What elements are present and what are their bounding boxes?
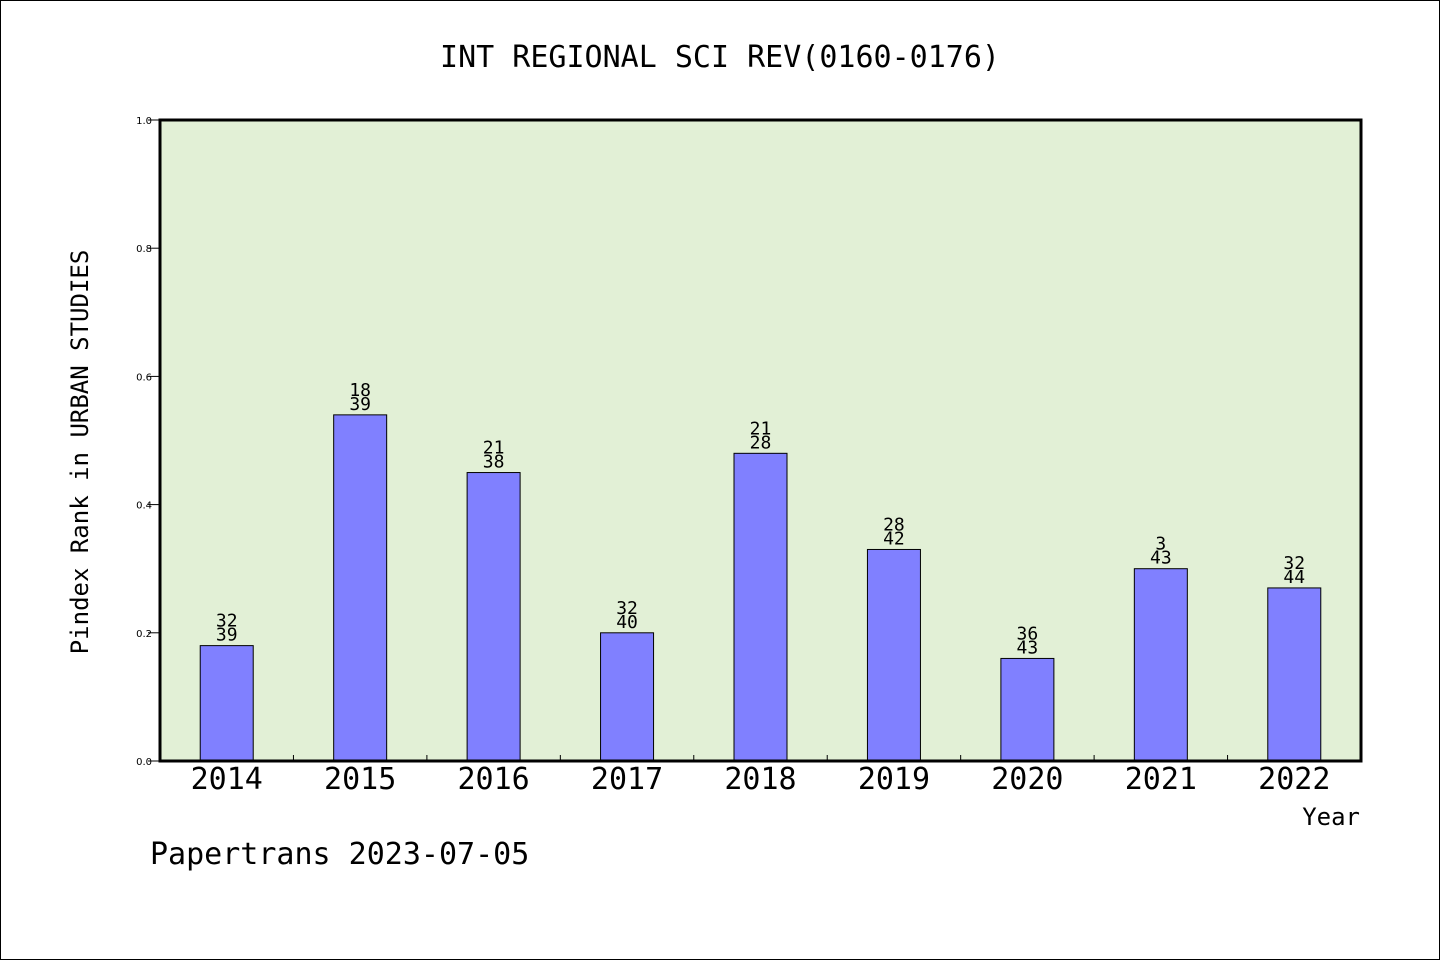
bar-2014 bbox=[199, 645, 254, 762]
bar-rank-label: 21 bbox=[483, 438, 505, 459]
bar-2020 bbox=[1000, 657, 1055, 762]
x-tick-label: 2015 bbox=[324, 762, 396, 797]
bar-2016 bbox=[466, 472, 521, 762]
plot-border bbox=[158, 118, 1363, 763]
bar-total-label: 44 bbox=[1283, 567, 1305, 588]
y-tick-label: 1.0 bbox=[136, 116, 152, 127]
bar-total-label: 39 bbox=[216, 625, 238, 646]
x-tick-label: 2014 bbox=[191, 762, 263, 797]
x-tick-label: 2021 bbox=[1125, 762, 1197, 797]
bar-total-label: 38 bbox=[483, 452, 505, 473]
x-axis-label: Year bbox=[1302, 803, 1360, 831]
y-axis-label: Pindex Rank in URBAN STUDIES bbox=[66, 250, 94, 655]
x-tick-label: 2020 bbox=[991, 762, 1063, 797]
y-tick-label: 0.8 bbox=[136, 244, 152, 255]
bars-layer bbox=[199, 414, 1322, 762]
x-axis: 2014 2015 2016 2017 2018 2019 2020 2021 2022 bbox=[191, 755, 1330, 797]
y-axis: 0.0 0.2 0.4 0.6 0.8 1.0 bbox=[136, 116, 160, 768]
bar-rank-label: 36 bbox=[1017, 623, 1039, 644]
bar-total-label: 43 bbox=[1017, 637, 1039, 658]
bar-rank-label: 32 bbox=[1283, 553, 1305, 574]
x-tick-label: 2017 bbox=[591, 762, 663, 797]
y-tick-label: 0.4 bbox=[136, 501, 152, 512]
bar-rank-label: 3 bbox=[1155, 534, 1166, 555]
x-tick-label: 2019 bbox=[858, 762, 930, 797]
bar-rank-label: 28 bbox=[883, 514, 905, 535]
bar-rank-label: 21 bbox=[750, 418, 772, 439]
bar-total-label: 28 bbox=[750, 432, 772, 453]
bar-2018 bbox=[733, 452, 788, 762]
y-tick-label: 0.0 bbox=[136, 757, 152, 768]
bar-total-label: 39 bbox=[349, 394, 371, 415]
y-tick-label: 0.6 bbox=[136, 372, 152, 383]
chart-title: INT REGIONAL SCI REV(0160-0176) bbox=[440, 40, 1000, 75]
bar-total-label: 43 bbox=[1150, 548, 1172, 569]
bar-2019 bbox=[866, 548, 921, 762]
y-tick-label: 0.2 bbox=[136, 629, 152, 640]
bar-2022 bbox=[1267, 587, 1322, 762]
bar-rank-label: 18 bbox=[349, 380, 371, 401]
bar-2015 bbox=[333, 414, 388, 762]
bar-2017 bbox=[600, 632, 655, 762]
bar-rank-label: 32 bbox=[216, 611, 238, 632]
x-tick-label: 2018 bbox=[724, 762, 796, 797]
bar-total-label: 40 bbox=[616, 612, 638, 633]
bar-total-label: 42 bbox=[883, 528, 905, 549]
footer-text: Papertrans 2023-07-05 bbox=[150, 837, 529, 872]
x-tick-label: 2016 bbox=[457, 762, 529, 797]
bar-2021 bbox=[1133, 568, 1188, 762]
bar-rank-label: 32 bbox=[616, 598, 638, 619]
x-tick-label: 2022 bbox=[1258, 762, 1330, 797]
